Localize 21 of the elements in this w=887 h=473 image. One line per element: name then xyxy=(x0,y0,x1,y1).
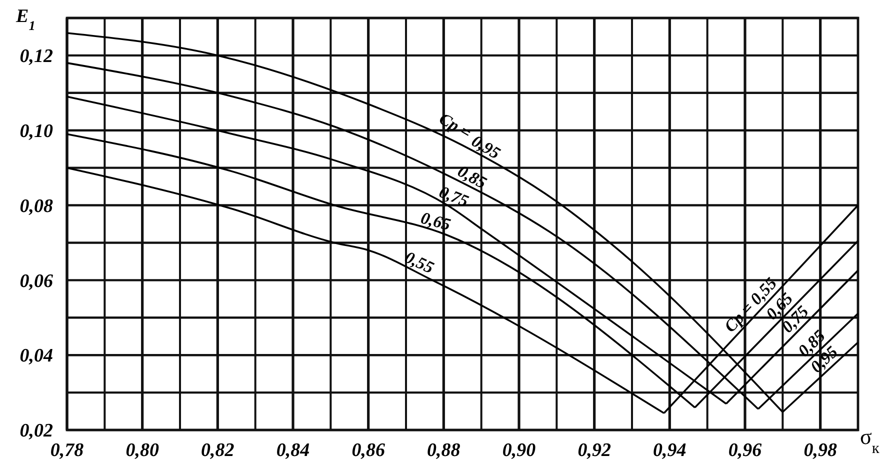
x-tick-label: 0,80 xyxy=(126,440,160,461)
y-axis-title: E$_{1}$ xyxy=(15,6,36,32)
x-tick-label: 0,86 xyxy=(352,440,386,461)
x-tick-label: 0,94 xyxy=(653,440,686,461)
x-tick-label: 0,82 xyxy=(201,440,235,461)
x-tick-label: 0,78 xyxy=(50,440,84,461)
x-axis-title: σ$_{к}$ xyxy=(860,424,880,456)
y-tick-label: 0,06 xyxy=(20,270,54,292)
y-tick-label: 0,12 xyxy=(20,46,54,68)
x-tick-label: 0,84 xyxy=(276,440,310,461)
y-tick-label: 0,04 xyxy=(20,346,53,367)
x-tick-label: 0,96 xyxy=(728,440,762,461)
text: 0,65 xyxy=(418,208,453,234)
y-tick-label: 0,08 xyxy=(20,196,54,217)
y-tick-label: 0,10 xyxy=(20,121,54,142)
x-tick-label: 0,90 xyxy=(502,440,536,461)
x-tick-label: 0,88 xyxy=(427,440,461,461)
y-tick-label: 0,02 xyxy=(20,420,54,442)
x-tick-label: 0,98 xyxy=(804,440,838,461)
x-tick-label: 0,92 xyxy=(578,440,612,461)
text: 0,55 xyxy=(402,248,437,278)
